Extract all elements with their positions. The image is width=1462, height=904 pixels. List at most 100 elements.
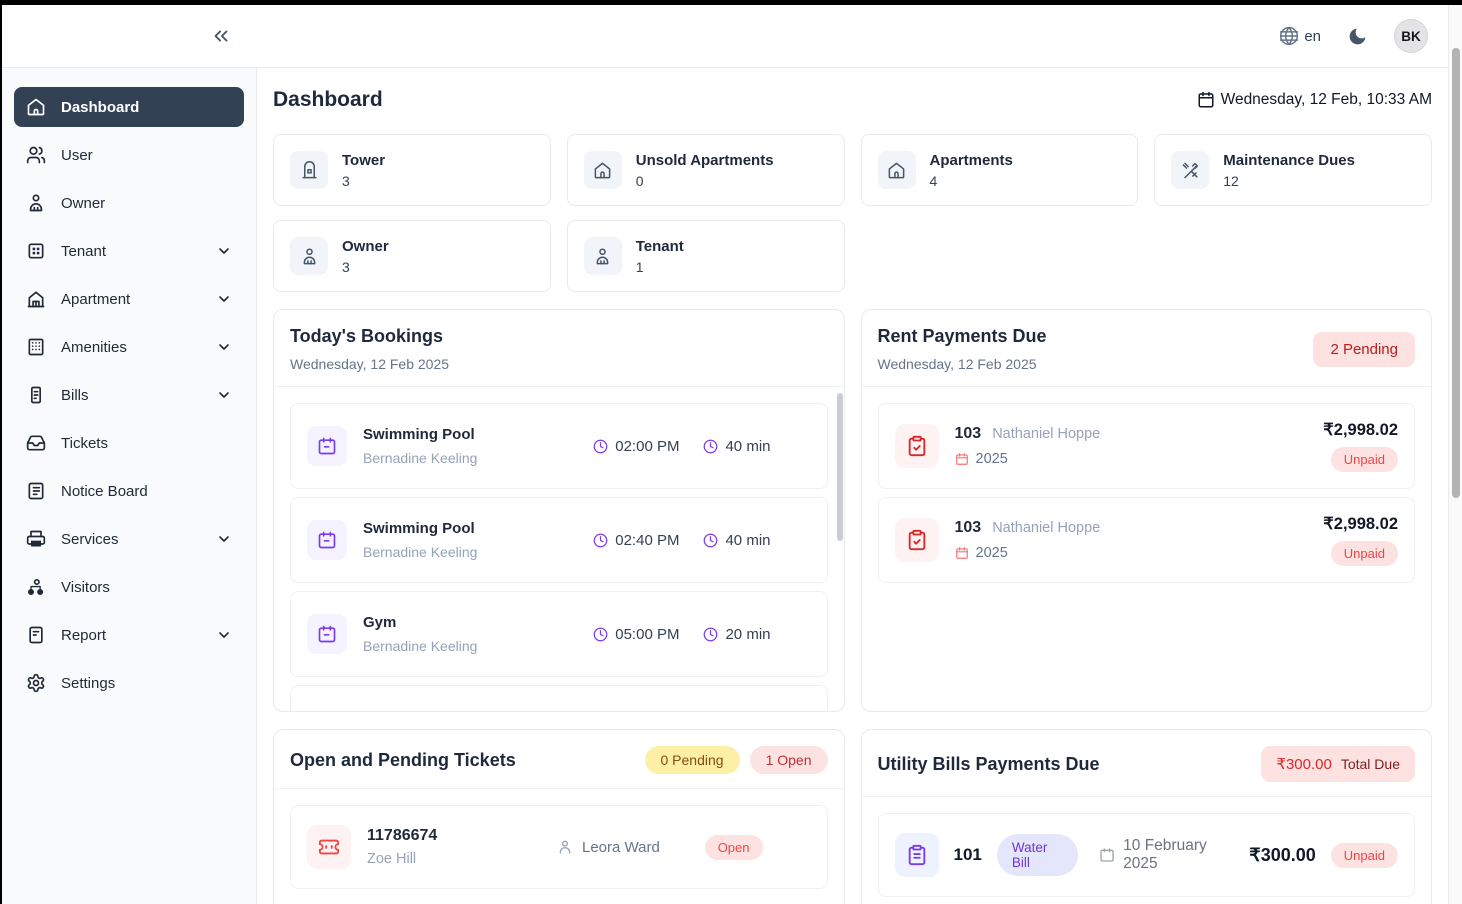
rent-pending-badge: 2 Pending [1313,331,1415,367]
datetime-text: Wednesday, 12 Feb, 10:33 AM [1220,91,1432,108]
stat-value: 4 [929,172,938,189]
user-avatar[interactable]: BK [1394,19,1428,53]
booking-person: Bernadine Keeling [363,544,478,560]
stat-value: 3 [342,258,350,275]
sidebar-item-label: User [61,146,93,164]
page-title: Dashboard [273,88,383,111]
utility-total-due-badge: ₹300.00 Total Due [1261,746,1415,782]
sidebar-item-label: Notice Board [61,482,148,500]
chevron-down-icon [216,243,232,259]
sidebar-item-label: Dashboard [61,98,140,116]
bookings-list: Swimming Pool Bernadine Keeling 02:00 PM… [274,387,844,711]
unpaid-badge: Unpaid [1330,447,1398,472]
panel-subtitle: Wednesday, 12 Feb 2025 [877,356,1037,372]
stat-card-apartments: Apartments 4 [860,134,1139,206]
top-header: en BK [2,5,1462,68]
calendar-booking-icon [307,426,347,466]
booking-row[interactable]: Swimming Pool Bernadine Keeling 02:00 PM… [290,403,828,489]
clipboard-check-icon [894,518,939,562]
app-window: en BK Dashboard User Owner [0,5,1462,904]
tickets-list: 11786674 Zoe Hill Leora Ward Open [274,789,844,904]
utility-bills-panel: Utility Bills Payments Due ₹300.00 Total… [860,729,1432,904]
stat-label: Tower [342,151,386,169]
person-icon [583,237,622,275]
tickets-open-badge: 1 Open [749,746,828,774]
building-icon [26,337,46,357]
sidebar-item-label: Tenant [61,242,107,260]
sidebar-item-tenant[interactable]: Tenant [14,231,244,271]
calendar-icon [955,546,969,560]
panel-title: Open and Pending Tickets [290,749,516,770]
gear-icon [26,673,46,693]
sidebar-item-label: Visitors [61,578,110,596]
tools-icon [1171,151,1210,189]
sidebar-item-tickets[interactable]: Tickets [14,423,244,463]
chevron-down-icon [216,387,232,403]
avatar-initials: BK [1401,28,1421,44]
sidebar-item-services[interactable]: Services [14,519,244,559]
utility-row[interactable]: 101 Water Bill 10 February 2025 ₹300.00 … [877,813,1415,897]
sidebar-item-visitors[interactable]: Visitors [14,567,244,607]
ticket-status-badge: Open [704,834,763,860]
rent-row[interactable]: 103 Nathaniel Hoppe 2025 ₹2,998.02 [877,497,1415,583]
sidebar-item-user[interactable]: User [14,135,244,175]
rent-list: 103 Nathaniel Hoppe 2025 ₹2,998.02 [862,387,1432,711]
sidebar-item-apartment[interactable]: Apartment [14,279,244,319]
rent-payments-panel: Rent Payments Due Wednesday, 12 Feb 2025… [860,309,1432,712]
sidebar-item-bills[interactable]: Bills [14,375,244,415]
users-icon [26,145,46,165]
sidebar-collapse-icon[interactable] [210,25,232,47]
language-selector[interactable]: en [1279,26,1321,46]
booking-person: Bernadine Keeling [363,450,478,466]
utility-bill-type-badge: Water Bill [996,834,1079,876]
utility-amount: ₹300.00 [1249,844,1316,865]
stat-card-maintenance-dues: Maintenance Dues 12 [1154,134,1432,206]
sidebar-item-dashboard[interactable]: Dashboard [14,87,244,127]
ticket-assignee: Leora Ward [557,839,660,856]
stats-row: Tower 3 Unsold Apartments 0 Apartments [273,134,1432,292]
page-scrollbar[interactable] [1448,5,1462,904]
booking-row[interactable]: Gym Bernadine Keeling 05:00 PM 20 min [290,591,828,677]
globe-icon [1279,26,1299,46]
chevron-down-icon [216,531,232,547]
sidebar: Dashboard User Owner Tenant Apartment [2,68,257,904]
ticket-row[interactable]: 11786674 Zoe Hill Leora Ward Open [290,805,828,889]
rent-tenant-name: Nathaniel Hoppe [992,426,1101,442]
bill-icon [26,385,46,405]
sidebar-item-report[interactable]: Report [14,615,244,655]
home-icon [583,151,622,189]
panel-title: Rent Payments Due [877,326,1047,346]
page-scrollbar-thumb[interactable] [1452,48,1460,498]
utility-total-amount: ₹300.00 [1276,756,1332,773]
booking-duration: 40 min [703,532,771,549]
sidebar-item-amenities[interactable]: Amenities [14,327,244,367]
person-icon [26,193,46,213]
stat-card-unsold-apartments: Unsold Apartments 0 [566,134,845,206]
dark-mode-toggle[interactable] [1347,26,1368,47]
stat-label: Owner [342,237,389,255]
stat-value: 3 [342,172,350,189]
sidebar-item-settings[interactable]: Settings [14,663,244,703]
booking-row-partial[interactable] [290,685,828,711]
sidebar-item-label: Services [61,530,119,548]
panel-subtitle: Wednesday, 12 Feb 2025 [290,356,450,372]
unpaid-badge: Unpaid [1330,842,1398,868]
bookings-scrollbar[interactable] [836,393,843,541]
rent-row[interactable]: 103 Nathaniel Hoppe 2025 ₹2,998.02 [877,403,1415,489]
booking-row[interactable]: Swimming Pool Bernadine Keeling 02:40 PM… [290,497,828,583]
utility-unit: 101 [953,845,982,864]
sidebar-item-notice-board[interactable]: Notice Board [14,471,244,511]
stat-card-tower: Tower 3 [273,134,551,206]
network-icon [26,577,46,597]
current-datetime: Wednesday, 12 Feb, 10:33 AM [1197,91,1432,109]
calendar-booking-icon [307,520,347,560]
report-icon [26,625,46,645]
printer-icon [26,529,46,549]
utility-list: 101 Water Bill 10 February 2025 ₹300.00 … [862,797,1432,904]
sidebar-item-owner[interactable]: Owner [14,183,244,223]
booking-time: 05:00 PM [593,626,679,643]
booking-person: Bernadine Keeling [363,638,478,654]
person-icon [290,237,328,275]
stat-value: 0 [635,172,644,189]
rent-unit: 103 [954,519,982,536]
